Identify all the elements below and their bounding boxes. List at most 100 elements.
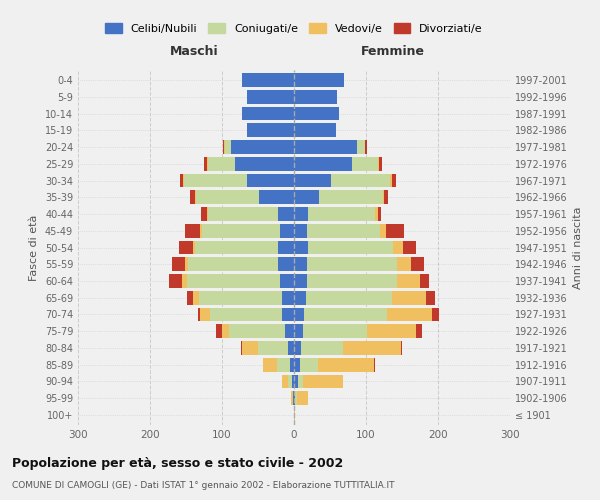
Bar (294, 358, 300, 372)
Bar (380, 224, 386, 237)
Bar (241, 341, 242, 355)
Bar (307, 224, 380, 237)
Bar (294, 374, 298, 388)
Bar (263, 358, 277, 372)
Bar (294, 240, 308, 254)
Bar (280, 224, 294, 237)
Bar (412, 258, 424, 271)
Text: Popolazione per età, sesso e stato civile - 2002: Popolazione per età, sesso e stato civil… (12, 458, 343, 470)
Bar (427, 291, 435, 304)
Bar (200, 308, 211, 322)
Bar (302, 324, 367, 338)
Bar (386, 224, 404, 237)
Bar (242, 73, 294, 87)
Bar (247, 90, 294, 104)
Bar (207, 157, 208, 170)
Bar (387, 308, 431, 322)
Bar (222, 324, 229, 338)
Bar (304, 308, 387, 322)
Bar (169, 274, 182, 288)
Bar (294, 90, 337, 104)
Bar (278, 240, 294, 254)
Bar (292, 374, 294, 388)
Bar (278, 207, 294, 221)
Bar (185, 258, 188, 271)
Bar (294, 124, 336, 137)
Bar (301, 341, 343, 355)
Bar (294, 157, 352, 170)
Bar (282, 291, 294, 304)
Legend: Celibi/Nubili, Coniugati/e, Vedovi/e, Divorziati/e: Celibi/Nubili, Coniugati/e, Vedovi/e, Di… (101, 19, 487, 38)
Bar (365, 140, 367, 154)
Bar (283, 374, 288, 388)
Text: Maschi: Maschi (170, 44, 219, 58)
Bar (294, 392, 295, 405)
Bar (308, 207, 374, 221)
Bar (397, 258, 412, 271)
Bar (187, 291, 193, 304)
Bar (294, 258, 307, 271)
Bar (294, 324, 302, 338)
Bar (383, 190, 384, 204)
Bar (319, 190, 383, 204)
Bar (307, 258, 397, 271)
Bar (304, 374, 343, 388)
Bar (193, 240, 196, 254)
Bar (294, 140, 358, 154)
Bar (280, 274, 294, 288)
Bar (183, 174, 184, 188)
Bar (394, 240, 403, 254)
Y-axis label: Anni di nascita: Anni di nascita (573, 206, 583, 289)
Bar (294, 106, 338, 120)
Bar (242, 106, 294, 120)
Bar (200, 224, 202, 237)
Bar (258, 341, 288, 355)
Bar (318, 358, 374, 372)
Bar (230, 140, 294, 154)
Bar (374, 207, 377, 221)
Bar (307, 274, 397, 288)
Bar (179, 174, 183, 188)
Bar (193, 291, 199, 304)
Bar (187, 274, 280, 288)
Bar (392, 291, 427, 304)
Bar (379, 157, 382, 170)
Bar (242, 341, 258, 355)
Bar (216, 324, 222, 338)
Bar (431, 308, 439, 322)
Bar (211, 308, 283, 322)
Bar (208, 207, 278, 221)
Bar (294, 291, 305, 304)
Bar (202, 224, 280, 237)
Bar (185, 224, 200, 237)
Bar (305, 291, 392, 304)
Bar (196, 240, 278, 254)
Bar (298, 374, 304, 388)
Bar (277, 358, 290, 372)
Bar (294, 224, 307, 237)
Bar (283, 308, 294, 322)
Bar (190, 190, 196, 204)
Bar (384, 190, 388, 204)
Bar (293, 392, 294, 405)
Bar (224, 140, 225, 154)
Bar (288, 374, 292, 388)
Text: COMUNE DI CAMOGLI (GE) - Dati ISTAT 1° gennaio 2002 - Elaborazione TUTTITALIA.IT: COMUNE DI CAMOGLI (GE) - Dati ISTAT 1° g… (12, 481, 395, 490)
Bar (223, 140, 224, 154)
Bar (182, 274, 187, 288)
Text: Femmine: Femmine (361, 44, 425, 58)
Bar (259, 190, 294, 204)
Bar (377, 157, 379, 170)
Bar (235, 157, 294, 170)
Bar (208, 157, 235, 170)
Bar (286, 324, 294, 338)
Bar (290, 358, 294, 372)
Bar (367, 324, 416, 338)
Bar (196, 190, 259, 204)
Bar (377, 207, 381, 221)
Bar (308, 240, 394, 254)
Bar (392, 174, 395, 188)
Bar (294, 274, 307, 288)
Bar (291, 392, 293, 405)
Bar (294, 190, 319, 204)
